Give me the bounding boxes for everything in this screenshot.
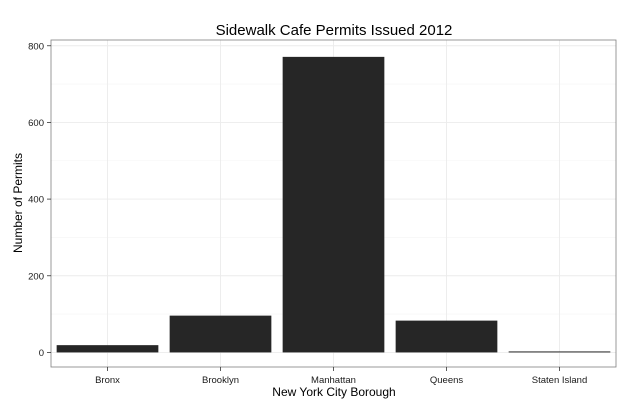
x-tick-label: Manhattan xyxy=(311,375,356,386)
bar-queens xyxy=(395,320,498,353)
bar-manhattan xyxy=(282,56,385,353)
y-tick-label: 800 xyxy=(28,41,44,52)
bar-bronx xyxy=(56,345,159,353)
bar-staten-island xyxy=(508,351,611,353)
y-tick-label: 0 xyxy=(39,348,44,359)
chart-title: Sidewalk Cafe Permits Issued 2012 xyxy=(216,22,453,39)
x-axis: Bronx Brooklyn Manhattan Queens Staten Islan… xyxy=(95,367,587,386)
bar-brooklyn xyxy=(169,315,272,353)
x-axis-label: New York City Borough xyxy=(272,385,395,399)
y-tick-label: 400 xyxy=(28,195,44,206)
x-tick-label: Queens xyxy=(430,375,464,386)
x-tick-label: Bronx xyxy=(95,375,120,386)
x-tick-label: Brooklyn xyxy=(202,375,239,386)
x-tick-label: Staten Island xyxy=(532,375,587,386)
y-tick-label: 600 xyxy=(28,118,44,129)
y-tick-label: 200 xyxy=(28,271,44,282)
y-axis: 0 200 400 600 800 xyxy=(28,41,51,359)
y-axis-label: Number of Permits xyxy=(11,153,25,253)
bars xyxy=(56,56,611,353)
